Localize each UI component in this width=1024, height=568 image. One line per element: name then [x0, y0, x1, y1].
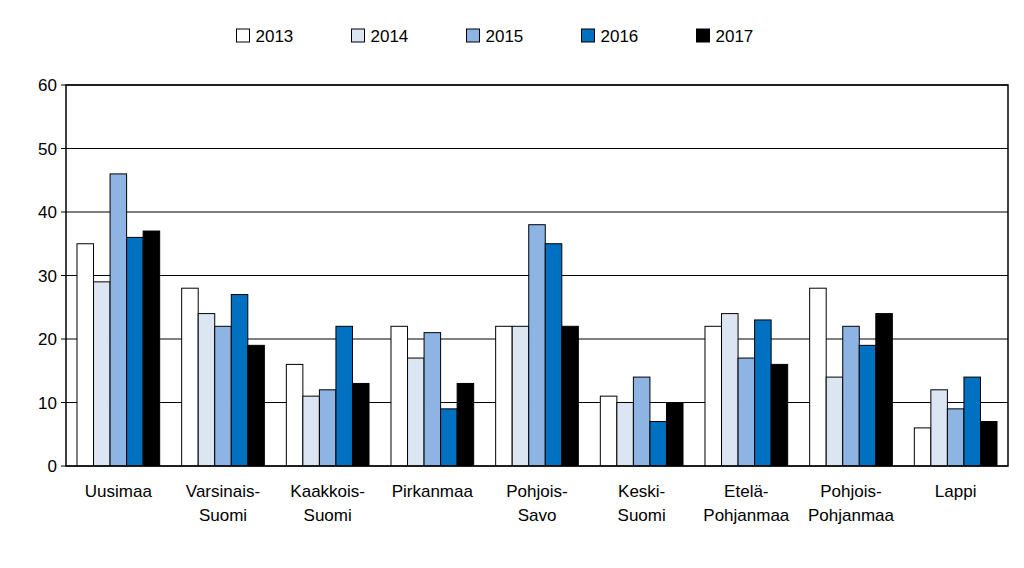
- bar: [143, 231, 160, 466]
- legend-label: 2015: [486, 27, 524, 46]
- bar: [496, 326, 513, 466]
- legend: 2013 2014 2015 2016 2017: [237, 27, 754, 46]
- bar: [810, 288, 827, 466]
- bar: [248, 345, 265, 466]
- bar: [319, 390, 336, 466]
- bar: [545, 244, 562, 466]
- y-tick-label: 30: [38, 267, 57, 286]
- x-tick-label: Etelä-Pohjanmaa: [703, 482, 790, 525]
- y-tick-label: 60: [38, 76, 57, 95]
- bar: [738, 358, 755, 466]
- x-tick-label: Uusimaa: [85, 482, 153, 501]
- bar: [980, 422, 997, 466]
- bar: [771, 364, 788, 466]
- y-tick-label: 20: [38, 330, 57, 349]
- bar: [77, 244, 94, 466]
- bar: [441, 409, 458, 466]
- bar: [964, 377, 981, 466]
- bar: [198, 314, 215, 466]
- bar: [617, 403, 634, 467]
- bar: [914, 428, 931, 466]
- grid-line: [66, 212, 1008, 213]
- bar: [722, 314, 739, 466]
- bar: [182, 288, 199, 466]
- chart-container: 0 10 20 30 40 50 60 Uusimaa Varsinais-Suomi Kaakk…: [0, 0, 1024, 568]
- x-tick-label: Pohjois-Savo: [506, 482, 567, 525]
- bar: [650, 422, 667, 466]
- bar: [94, 282, 111, 466]
- bar: [391, 326, 408, 466]
- grid-line: [66, 148, 1008, 149]
- legend-label: 2017: [716, 27, 754, 46]
- x-tick-label: Varsinais-Suomi: [186, 482, 260, 525]
- y-tick-label: 40: [38, 203, 57, 222]
- legend-swatch: [697, 29, 710, 42]
- bar: [633, 377, 650, 466]
- x-tick-label: Pirkanmaa: [392, 482, 474, 501]
- legend-swatch: [467, 29, 480, 42]
- bars: [77, 174, 997, 466]
- bar: [424, 333, 441, 466]
- bar: [457, 383, 474, 466]
- bar: [947, 409, 964, 466]
- bar: [876, 314, 893, 466]
- bar: [110, 174, 127, 466]
- bar: [231, 295, 248, 466]
- bar: [931, 390, 948, 466]
- bar: [286, 364, 303, 466]
- x-tick-label: Kaakkois-Suomi: [290, 482, 365, 525]
- legend-label: 2014: [371, 27, 409, 46]
- bar: [512, 326, 529, 466]
- x-tick-label: Pohjois-Pohjanmaa: [808, 482, 895, 525]
- legend-label: 2013: [256, 27, 294, 46]
- bar: [352, 383, 369, 466]
- legend-label: 2016: [601, 27, 639, 46]
- x-tick-label: Keski-Suomi: [618, 482, 666, 525]
- bar: [859, 345, 876, 466]
- y-tick-label: 0: [48, 457, 57, 476]
- y-tick-label: 50: [38, 140, 57, 159]
- plot-frame: [66, 85, 1008, 466]
- bar: [562, 326, 579, 466]
- bar: [336, 326, 353, 466]
- bar: [600, 396, 617, 466]
- bar: [127, 237, 144, 466]
- bar: [705, 326, 722, 466]
- bar: [529, 225, 546, 466]
- legend-swatch: [237, 29, 250, 42]
- legend-swatch: [352, 29, 365, 42]
- bar: [826, 377, 843, 466]
- legend-swatch: [582, 29, 595, 42]
- chart-svg: 0 10 20 30 40 50 60 Uusimaa Varsinais-Suomi Kaakk…: [0, 0, 1024, 568]
- bar: [666, 403, 683, 467]
- bar: [408, 358, 425, 466]
- y-tick-label: 10: [38, 394, 57, 413]
- x-tick-label: Lappi: [935, 482, 977, 501]
- bar: [755, 320, 772, 466]
- bar: [215, 326, 232, 466]
- grid: [61, 85, 1008, 466]
- bar: [303, 396, 320, 466]
- bar: [843, 326, 860, 466]
